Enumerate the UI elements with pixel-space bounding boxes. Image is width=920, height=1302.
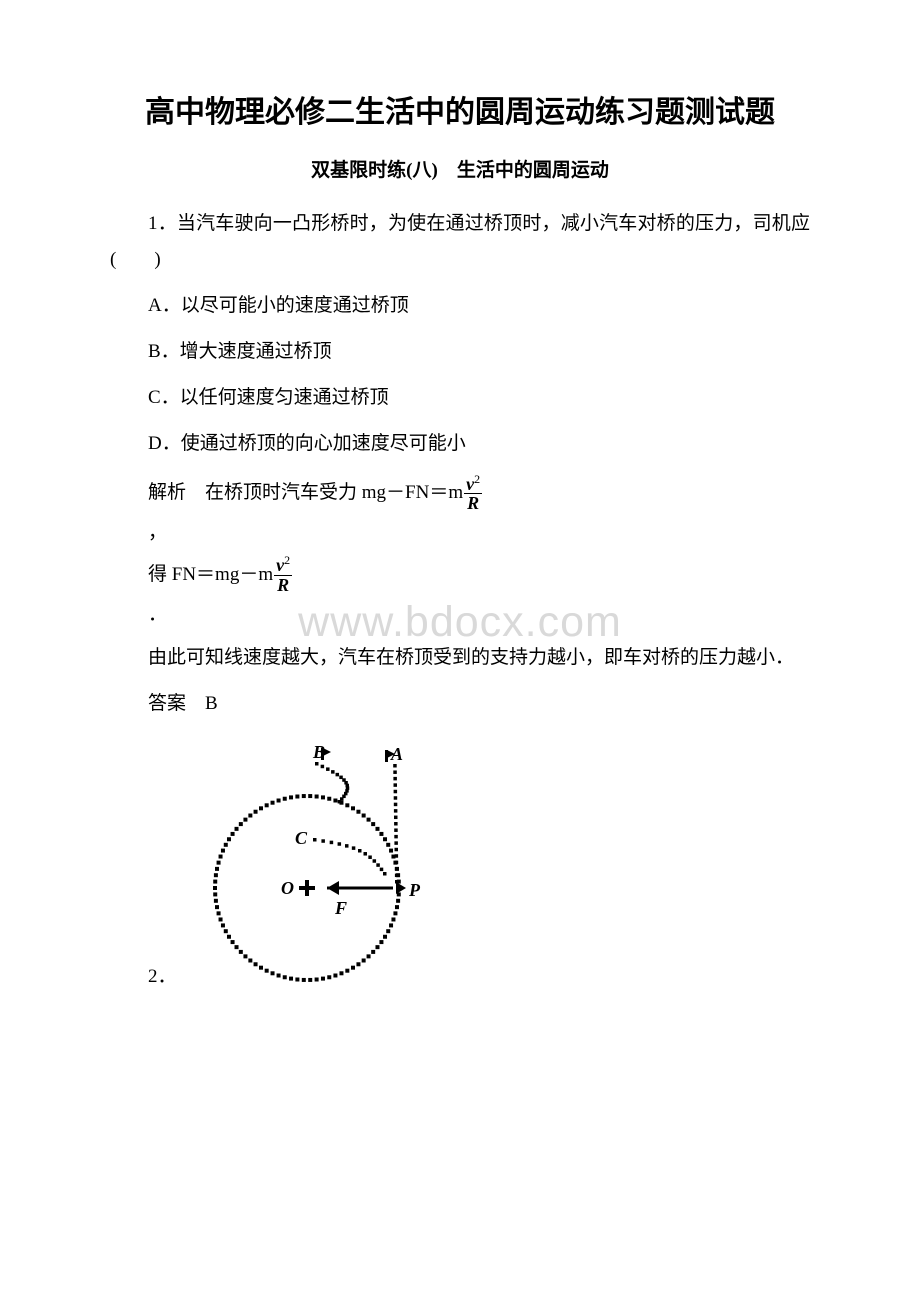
q1-answer: 答案 B: [110, 686, 810, 722]
q1-analysis-line1: 解析 在桥顶时汽车受力 mg－FN＝m v2 R: [110, 473, 810, 514]
frac1-den: R: [464, 493, 482, 513]
q1-option-c: C．以任何速度匀速通过桥顶: [148, 380, 810, 416]
svg-text:F: F: [334, 898, 347, 918]
q1-option-d: D．使通过桥顶的向心加速度尽可能小: [148, 426, 810, 462]
frac1-sup: 2: [474, 472, 480, 486]
q1-option-b: B．增大速度通过桥顶: [148, 334, 810, 370]
circle-diagram: OPFBAC: [185, 736, 450, 988]
q1-stem: 1．当汽车驶向一凸形桥时，为使在通过桥顶时，减小汽车对桥的压力，司机应( ): [110, 206, 810, 278]
page-content: 高中物理必修二生活中的圆周运动练习题测试题 双基限时练(八) 生活中的圆周运动 …: [110, 90, 810, 988]
q2-number: 2．: [148, 961, 177, 988]
frac2-den: R: [274, 575, 292, 595]
result-dot: ．: [148, 599, 810, 626]
frac1-num: v: [466, 474, 474, 494]
result-prefix: 得 FN＝mg－m: [110, 557, 273, 593]
svg-text:O: O: [281, 878, 294, 898]
analysis-prefix: 解析 在桥顶时汽车受力 mg－FN＝m: [110, 475, 463, 511]
q1-result-line: 得 FN＝mg－m v2 R: [110, 554, 810, 595]
page-title: 高中物理必修二生活中的圆周运动练习题测试题: [110, 90, 810, 135]
fraction-1: v2 R: [463, 473, 483, 514]
analysis-comma: ，: [148, 517, 810, 544]
svg-text:C: C: [295, 828, 308, 848]
frac2-sup: 2: [284, 553, 290, 567]
page-subtitle: 双基限时练(八) 生活中的圆周运动: [110, 155, 810, 182]
q1-conclusion: 由此可知线速度越大，汽车在桥顶受到的支持力越小，即车对桥的压力越小．: [110, 640, 810, 676]
svg-text:P: P: [408, 880, 421, 900]
q1-option-a: A．以尽可能小的速度通过桥顶: [148, 288, 810, 324]
frac2-num: v: [276, 555, 284, 575]
fraction-2: v2 R: [273, 554, 293, 595]
q2-figure-row: 2． OPFBAC: [110, 736, 810, 988]
